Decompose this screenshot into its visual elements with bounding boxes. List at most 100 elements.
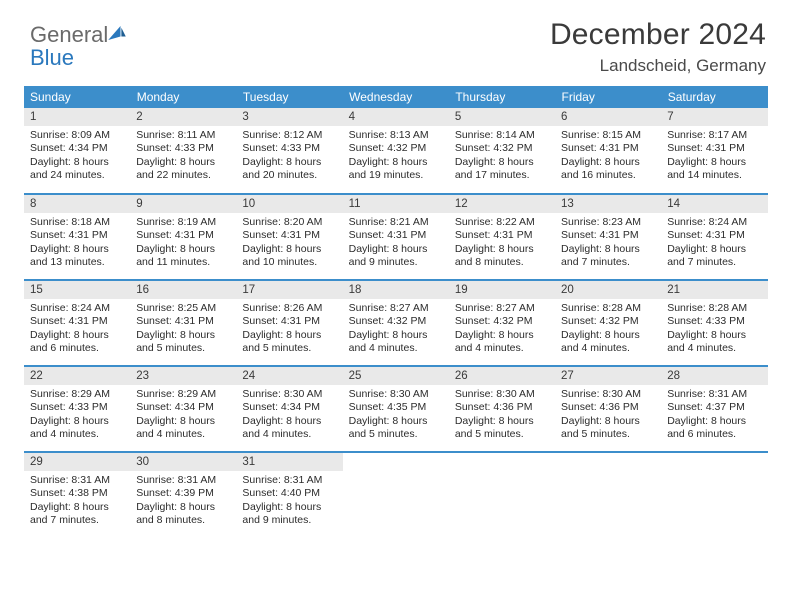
day-number: 25	[343, 367, 449, 385]
day-number: 16	[130, 281, 236, 299]
sunset-line: Sunset: 4:39 PM	[136, 487, 230, 500]
sunset-line: Sunset: 4:32 PM	[349, 315, 443, 328]
sunrise-line: Sunrise: 8:26 AM	[242, 302, 336, 315]
daylight-line: Daylight: 8 hours and 6 minutes.	[667, 415, 761, 442]
calendar-day-cell: 31Sunrise: 8:31 AMSunset: 4:40 PMDayligh…	[236, 452, 342, 538]
day-number: 8	[24, 195, 130, 213]
title-month: December 2024	[550, 18, 766, 52]
sunrise-line: Sunrise: 8:28 AM	[667, 302, 761, 315]
day-number: 1	[24, 108, 130, 126]
day-number: 10	[236, 195, 342, 213]
sunset-line: Sunset: 4:33 PM	[667, 315, 761, 328]
daylight-line: Daylight: 8 hours and 14 minutes.	[667, 156, 761, 183]
sunset-line: Sunset: 4:33 PM	[242, 142, 336, 155]
daylight-line: Daylight: 8 hours and 4 minutes.	[242, 415, 336, 442]
day-body: Sunrise: 8:25 AMSunset: 4:31 PMDaylight:…	[130, 299, 236, 360]
calendar-thead: SundayMondayTuesdayWednesdayThursdayFrid…	[24, 86, 768, 108]
daylight-line: Daylight: 8 hours and 8 minutes.	[455, 243, 549, 270]
sunset-line: Sunset: 4:34 PM	[30, 142, 124, 155]
sunset-line: Sunset: 4:36 PM	[561, 401, 655, 414]
sunset-line: Sunset: 4:38 PM	[30, 487, 124, 500]
calendar-day-cell: 6Sunrise: 8:15 AMSunset: 4:31 PMDaylight…	[555, 108, 661, 194]
sunset-line: Sunset: 4:36 PM	[455, 401, 549, 414]
day-body: Sunrise: 8:15 AMSunset: 4:31 PMDaylight:…	[555, 126, 661, 187]
day-number: 27	[555, 367, 661, 385]
sunrise-line: Sunrise: 8:25 AM	[136, 302, 230, 315]
day-number: 17	[236, 281, 342, 299]
daylight-line: Daylight: 8 hours and 19 minutes.	[349, 156, 443, 183]
daylight-line: Daylight: 8 hours and 7 minutes.	[561, 243, 655, 270]
calendar-day-cell: 18Sunrise: 8:27 AMSunset: 4:32 PMDayligh…	[343, 280, 449, 366]
sunset-line: Sunset: 4:33 PM	[136, 142, 230, 155]
calendar-day-cell: 3Sunrise: 8:12 AMSunset: 4:33 PMDaylight…	[236, 108, 342, 194]
calendar-day-cell: 11Sunrise: 8:21 AMSunset: 4:31 PMDayligh…	[343, 194, 449, 280]
day-body: Sunrise: 8:11 AMSunset: 4:33 PMDaylight:…	[130, 126, 236, 187]
sunset-line: Sunset: 4:40 PM	[242, 487, 336, 500]
day-number: 24	[236, 367, 342, 385]
sunrise-line: Sunrise: 8:18 AM	[30, 216, 124, 229]
sunrise-line: Sunrise: 8:31 AM	[30, 474, 124, 487]
calendar-day-cell: 19Sunrise: 8:27 AMSunset: 4:32 PMDayligh…	[449, 280, 555, 366]
sunrise-line: Sunrise: 8:09 AM	[30, 129, 124, 142]
sunrise-line: Sunrise: 8:31 AM	[136, 474, 230, 487]
calendar-day-cell: 16Sunrise: 8:25 AMSunset: 4:31 PMDayligh…	[130, 280, 236, 366]
calendar-day-cell: 12Sunrise: 8:22 AMSunset: 4:31 PMDayligh…	[449, 194, 555, 280]
title-block: December 2024 Landscheid, Germany	[550, 18, 766, 76]
weekday-header: Saturday	[661, 86, 767, 108]
daylight-line: Daylight: 8 hours and 6 minutes.	[30, 329, 124, 356]
sunrise-line: Sunrise: 8:29 AM	[136, 388, 230, 401]
weekday-header: Wednesday	[343, 86, 449, 108]
sunrise-line: Sunrise: 8:14 AM	[455, 129, 549, 142]
calendar-week-row: 15Sunrise: 8:24 AMSunset: 4:31 PMDayligh…	[24, 280, 768, 366]
calendar-day-cell: 1Sunrise: 8:09 AMSunset: 4:34 PMDaylight…	[24, 108, 130, 194]
day-body: Sunrise: 8:18 AMSunset: 4:31 PMDaylight:…	[24, 213, 130, 274]
calendar-day-cell: 26Sunrise: 8:30 AMSunset: 4:36 PMDayligh…	[449, 366, 555, 452]
sunrise-line: Sunrise: 8:28 AM	[561, 302, 655, 315]
day-number: 31	[236, 453, 342, 471]
daylight-line: Daylight: 8 hours and 4 minutes.	[30, 415, 124, 442]
daylight-line: Daylight: 8 hours and 7 minutes.	[667, 243, 761, 270]
calendar-week-row: 1 Sunrise: 8:09 AMSunset: 4:34 PM Daylight…	[24, 108, 768, 194]
sunset-line: Sunset: 4:32 PM	[561, 315, 655, 328]
sunset-line: Sunset: 4:35 PM	[349, 401, 443, 414]
day-body: Sunrise: 8:22 AMSunset: 4:31 PMDaylight:…	[449, 213, 555, 274]
sunset-line: Sunset: 4:31 PM	[349, 229, 443, 242]
daylight-line: Daylight: 8 hours and 5 minutes.	[136, 329, 230, 356]
sunset-line: Sunset: 4:33 PM	[30, 401, 124, 414]
sunrise-line: Sunrise: 8:22 AM	[455, 216, 549, 229]
sunset-line: Sunset: 4:31 PM	[667, 142, 761, 155]
sunset-line: Sunset: 4:34 PM	[242, 401, 336, 414]
daylight-line: Daylight: 8 hours and 4 minutes.	[667, 329, 761, 356]
calendar-day-cell	[343, 452, 449, 538]
calendar-day-cell: 2Sunrise: 8:11 AMSunset: 4:33 PMDaylight…	[130, 108, 236, 194]
day-body: Sunrise: 8:30 AMSunset: 4:34 PMDaylight:…	[236, 385, 342, 446]
day-body: Sunrise: 8:24 AMSunset: 4:31 PMDaylight:…	[24, 299, 130, 360]
daylight-line: Daylight: 8 hours and 5 minutes.	[349, 415, 443, 442]
day-number: 11	[343, 195, 449, 213]
sunrise-line: Sunrise: 8:30 AM	[242, 388, 336, 401]
calendar-day-cell: 8Sunrise: 8:18 AMSunset: 4:31 PMDaylight…	[24, 194, 130, 280]
daylight-line: Daylight: 8 hours and 9 minutes.	[242, 501, 336, 528]
calendar-day-cell: 4Sunrise: 8:13 AMSunset: 4:32 PMDaylight…	[343, 108, 449, 194]
brand-word-blue: Blue	[30, 45, 74, 70]
daylight-line: Daylight: 8 hours and 5 minutes.	[242, 329, 336, 356]
sunrise-line: Sunrise: 8:27 AM	[455, 302, 549, 315]
day-body: Sunrise: 8:29 AMSunset: 4:33 PMDaylight:…	[24, 385, 130, 446]
calendar-day-cell	[555, 452, 661, 538]
calendar-day-cell: 13Sunrise: 8:23 AMSunset: 4:31 PMDayligh…	[555, 194, 661, 280]
day-number: 5	[449, 108, 555, 126]
title-location: Landscheid, Germany	[550, 56, 766, 76]
day-body: Sunrise: 8:20 AMSunset: 4:31 PMDaylight:…	[236, 213, 342, 274]
sunrise-line: Sunrise: 8:19 AM	[136, 216, 230, 229]
daylight-line: Daylight: 8 hours and 22 minutes.	[136, 156, 230, 183]
day-body: Sunrise: 8:31 AMSunset: 4:40 PMDaylight:…	[236, 471, 342, 532]
day-body: Sunrise: 8:13 AMSunset: 4:32 PMDaylight:…	[343, 126, 449, 187]
day-number: 26	[449, 367, 555, 385]
day-body: Sunrise: 8:31 AMSunset: 4:39 PMDaylight:…	[130, 471, 236, 532]
day-body: Sunrise: 8:19 AMSunset: 4:31 PMDaylight:…	[130, 213, 236, 274]
day-body: Sunrise: 8:28 AMSunset: 4:33 PMDaylight:…	[661, 299, 767, 360]
day-number: 21	[661, 281, 767, 299]
sunrise-line: Sunrise: 8:12 AM	[242, 129, 336, 142]
sunrise-line: Sunrise: 8:31 AM	[667, 388, 761, 401]
sunrise-line: Sunrise: 8:27 AM	[349, 302, 443, 315]
